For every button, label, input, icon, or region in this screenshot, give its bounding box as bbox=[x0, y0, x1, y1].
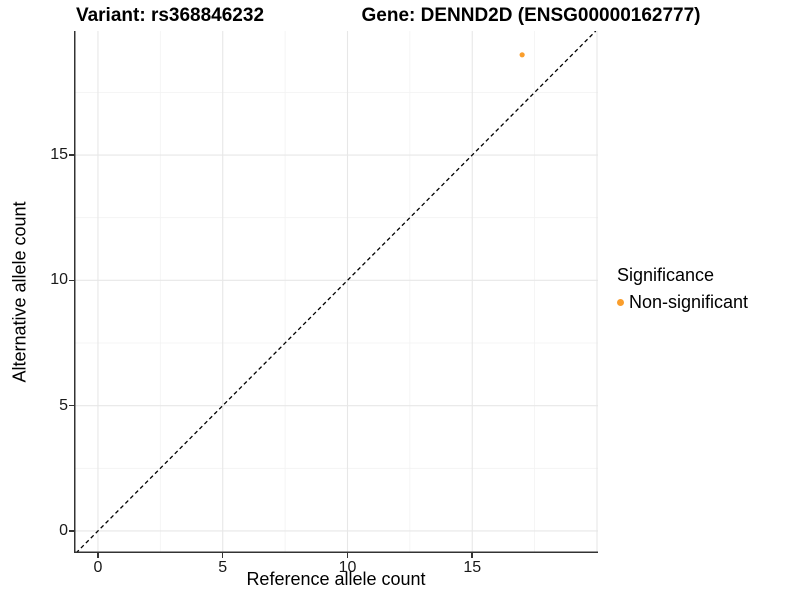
x-tick-mark bbox=[346, 553, 349, 558]
x-tick-label: 5 bbox=[218, 559, 228, 576]
identity-line bbox=[75, 30, 597, 554]
legend: Significance Non-significant bbox=[617, 265, 748, 313]
plot-panel bbox=[74, 29, 598, 554]
x-axis-title: Reference allele count bbox=[246, 569, 426, 589]
x-tick-label: 10 bbox=[338, 559, 357, 576]
y-tick-label: 5 bbox=[59, 396, 68, 414]
x-tick-label: 15 bbox=[463, 559, 482, 576]
data-point bbox=[519, 52, 525, 58]
y-tick-mark bbox=[69, 530, 74, 532]
y-tick-mark bbox=[69, 404, 74, 407]
legend-entry: Non-significant bbox=[617, 292, 748, 313]
x-tick-label: 0 bbox=[93, 559, 103, 576]
legend-title: Significance bbox=[617, 265, 715, 285]
legend-point-icon bbox=[617, 299, 624, 306]
y-tick-label: 10 bbox=[50, 271, 68, 289]
x-tick-mark bbox=[221, 553, 224, 558]
plot-canvas bbox=[74, 29, 598, 554]
y-tick-mark bbox=[69, 154, 74, 156]
x-tick-mark bbox=[97, 553, 99, 558]
y-tick-mark bbox=[69, 279, 74, 282]
legend-entry-label: Non-significant bbox=[629, 292, 749, 312]
y-tick-label: 15 bbox=[50, 146, 68, 164]
x-tick-mark bbox=[471, 553, 473, 558]
plot-title-variant: Variant: rs368846232 bbox=[75, 5, 265, 26]
y-tick-label: 0 bbox=[59, 521, 68, 539]
plot-title-gene: Gene: DENND2D (ENSG00000162777) bbox=[361, 5, 701, 26]
y-axis-title: Alternative allele count bbox=[9, 201, 30, 383]
